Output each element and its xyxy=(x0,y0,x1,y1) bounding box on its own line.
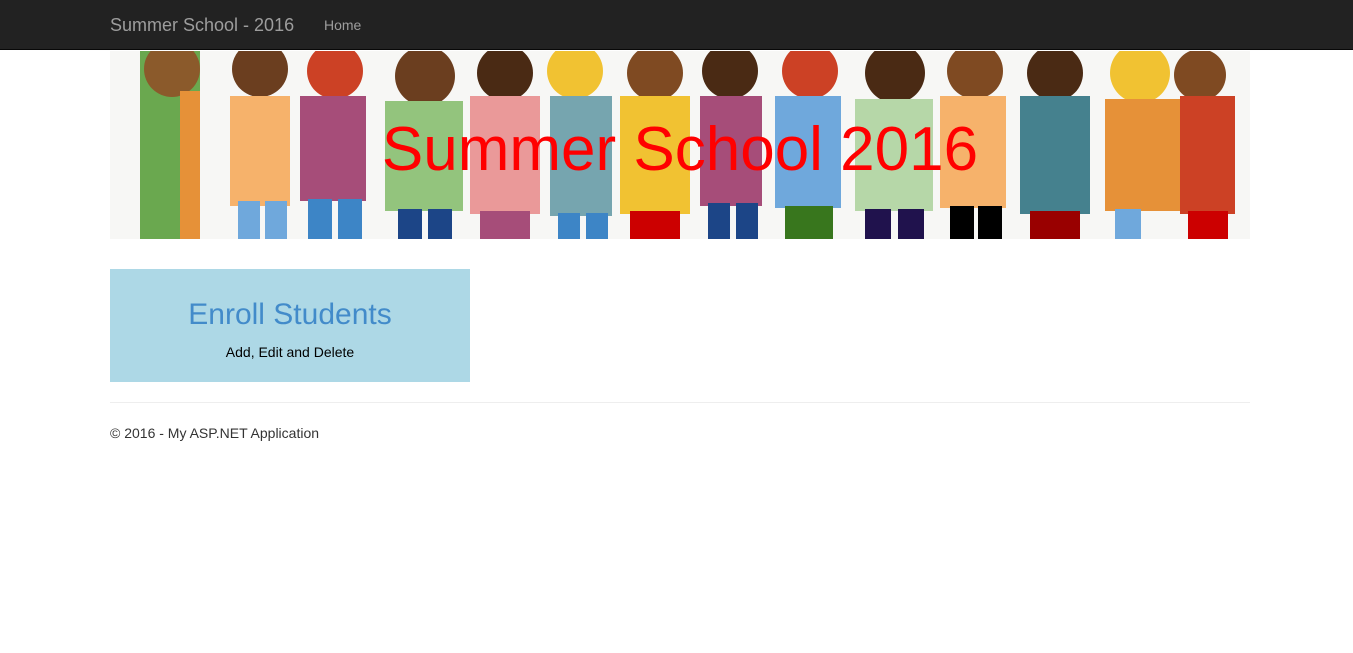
banner-title: Summer School 2016 xyxy=(381,115,979,184)
nav-home-link[interactable]: Home xyxy=(324,17,362,33)
children-illustration xyxy=(110,51,1250,239)
top-navbar: Summer School - 2016 Home xyxy=(0,0,1353,50)
enroll-students-subtitle: Add, Edit and Delete xyxy=(225,344,355,360)
enroll-students-tile[interactable]: Enroll Students Add, Edit and Delete xyxy=(110,269,470,382)
footer-copyright: © 2016 - My ASP.NET Application xyxy=(110,425,320,441)
footer-divider xyxy=(110,402,1250,403)
brand-link[interactable]: Summer School - 2016 xyxy=(110,15,295,35)
banner-image: Summer School 2016 xyxy=(110,51,1250,239)
enroll-students-link[interactable]: Enroll Students xyxy=(188,298,392,331)
